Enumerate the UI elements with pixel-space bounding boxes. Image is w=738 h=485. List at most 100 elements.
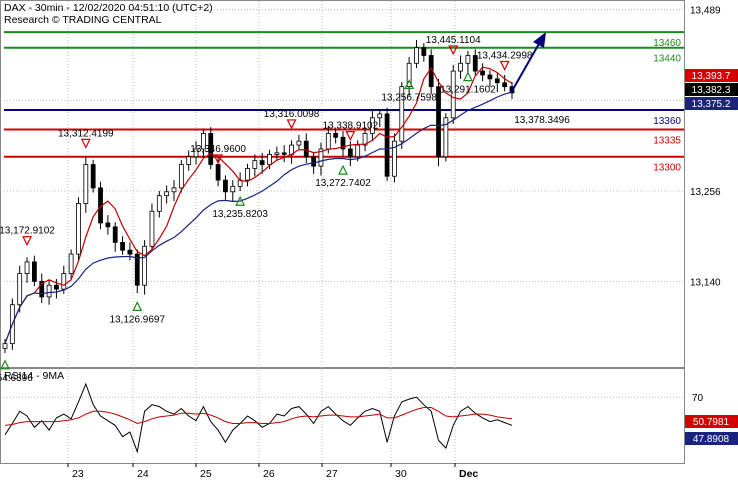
candle-body [340,136,346,150]
rsi-lines [4,382,513,454]
price-badges: 13,393.7 13,382.3 13,375.2 50.7981 47.8908 [685,69,738,445]
swing-high-marker [345,131,356,141]
candle-body [318,148,324,167]
candle-body [245,168,250,181]
price-badge-label: 13,382.3 [692,85,731,96]
rsi-badge [685,432,738,445]
swing-low-marker [404,79,415,90]
candle-body [436,86,441,158]
swing-high-marker [213,154,224,165]
candle-body [120,242,125,251]
swing-low-marker [338,164,348,175]
annotations: 13,054.6396 13,172.9102 13,312.4199 13,126.… [0,35,570,384]
candle-body [186,156,192,165]
candle-body [502,82,508,88]
candle-body [134,253,140,286]
level-label: 13360 [653,116,681,127]
candle-body [333,132,339,138]
candle-body [90,164,96,189]
candle-body [458,62,463,72]
candle-body [399,86,405,142]
candle-body [208,132,214,165]
rsi-tick-label: 70 [692,393,704,404]
candle-body [68,253,74,274]
y-tick-label: 13,489 [690,6,721,17]
candle-body [465,55,471,64]
candle-body [296,140,302,146]
candle-body [230,185,236,193]
candle-body [223,179,228,193]
projection-arrow [511,32,546,92]
candle-body [377,113,383,119]
rsi-badge [685,415,738,428]
x-tick-label: 30 [395,468,407,480]
candle-body [494,78,500,84]
swing-low-marker [235,195,246,206]
swing-high-marker [80,138,91,149]
candle-body [450,70,456,119]
candle-body [487,74,493,80]
candle-body [178,164,184,189]
rsi-panel-title: RSI14 - 9MA [4,370,64,382]
x-tick-label: 24 [137,468,149,480]
candle-body [421,47,427,56]
swing-high-label: 13,445.1104 [426,35,481,46]
candle-body [112,226,118,243]
candle-body [274,152,280,155]
ma-fast-line [4,66,513,344]
price-badge-label: 13,375.2 [692,99,731,110]
candle-body [347,148,353,158]
price-badge-label: 13,393.7 [692,71,731,82]
candle-body [414,47,419,64]
x-tick-label: 25 [200,468,212,480]
candle-body [24,261,30,274]
level-label: 13335 [653,135,681,146]
swing-high-marker [286,119,297,130]
candle-body [156,195,162,212]
candle-body [369,117,375,134]
candle-body [193,148,199,158]
candle-body [384,113,390,177]
swing-low-marker [132,301,143,311]
candle-body [362,132,368,146]
level-note-label: 13,378.3496 [514,115,570,126]
candle-body [325,132,331,150]
rsi-ma-line [4,407,513,426]
candle-body [142,245,148,286]
candle-body [215,164,221,181]
swing-high-label: 13,338.9102 [323,121,379,132]
price-badge [685,69,738,82]
swing-low-label: 13,272.7402 [315,178,371,189]
swing-high-label: 13,346.9600 [190,144,246,155]
swing-low-marker [462,71,473,82]
candle-body [252,160,258,169]
candle-body [54,284,59,290]
candle-body [127,249,133,255]
candle-body [171,187,177,193]
x-tick-label: 26 [263,468,275,480]
chart-source: Research © TRADING CENTRAL [4,14,162,26]
candle-body [267,154,272,165]
candle-body [311,156,317,167]
level-label: 13300 [653,163,681,174]
candle-body [17,273,23,306]
candle-body [39,280,45,298]
rsi-badge-label: 50.7981 [693,417,730,428]
swing-low-label: 13,126.9697 [109,314,165,325]
x-tick-label: 27 [326,468,338,480]
swing-high-label: 13,316.0098 [264,109,320,120]
candle-body [443,117,449,158]
candle-body [472,55,478,72]
moving-averages [4,66,513,344]
candle-body [149,210,155,247]
swing-high-marker [499,60,510,71]
candle-body [31,261,37,282]
swing-high-label: 13,312.4199 [58,128,114,139]
swing-low-label: 13,235.8203 [212,209,268,220]
swing-low-label: 13,291.1602 [440,85,496,96]
candle-body [76,203,81,255]
ma-slow-line [4,91,513,344]
candle-body [83,164,89,204]
